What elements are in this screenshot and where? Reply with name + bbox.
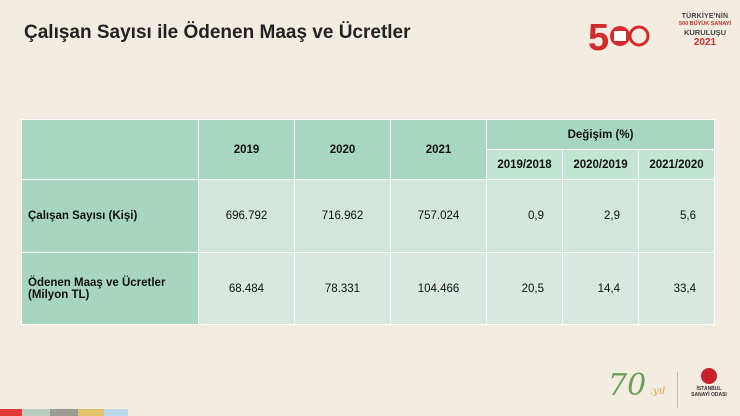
table-cell: 716.962 <box>294 179 391 253</box>
table-cell: 5,6 <box>637 179 716 253</box>
iso-logo: İSTANBUL SANAYİ ODASI <box>684 368 734 398</box>
header-empty-cell <box>21 119 199 180</box>
row-label-line-2: (Milyon TL) <box>28 288 90 301</box>
table-cell: 0,9 <box>486 179 563 253</box>
table-row: Çalışan Sayısı (Kişi) 696.792 716.962 75… <box>21 179 716 253</box>
iso-line-1: İSTANBUL <box>696 386 722 392</box>
stripe-gray <box>50 409 78 416</box>
table-cell: 757.024 <box>390 179 487 253</box>
table-cell: 20,5 <box>486 252 563 325</box>
logo-line-2: 500 BÜYÜK SANAYİ <box>678 21 732 27</box>
header-year-2020: 2020 <box>294 119 391 180</box>
table-cell: 2,9 <box>562 179 639 253</box>
row-label: Çalışan Sayısı (Kişi) <box>21 179 199 253</box>
table-cell: 78.331 <box>294 252 391 325</box>
table-cell: 14,4 <box>562 252 639 325</box>
svg-text:5: 5 <box>588 17 609 59</box>
iso-line-2: SANAYİ ODASI <box>691 392 727 398</box>
iso-badge-icon <box>701 368 717 384</box>
row-label: Ödenen Maaş ve Ücretler (Milyon TL) <box>21 252 199 325</box>
header-year-2021: 2021 <box>390 119 487 180</box>
row-label-line-1: Ödenen Maaş ve Ücretler <box>28 276 166 289</box>
logo-line-3: KURULUŞU <box>683 28 727 37</box>
page-title: Çalışan Sayısı ile Ödenen Maaş ve Ücretl… <box>24 22 411 43</box>
table-cell: 104.466 <box>390 252 487 325</box>
logo-line-1: TÜRKİYE'NİN <box>681 13 729 20</box>
header-period-2: 2020/2019 <box>562 149 639 180</box>
header-year-2019: 2019 <box>198 119 295 180</box>
stripe-yellow <box>78 409 104 416</box>
header-period-1: 2019/2018 <box>486 149 563 180</box>
stripe-red <box>0 409 22 416</box>
table-row: Ödenen Maaş ve Ücretler (Milyon TL) 68.4… <box>21 252 716 325</box>
stripe-blue <box>104 409 128 416</box>
table-cell: 33,4 <box>637 252 716 325</box>
header-change: Değişim (%) <box>485 119 716 150</box>
anniversary-suffix: .yıl <box>650 386 666 397</box>
anniversary-logo: 70 .yıl <box>608 368 665 403</box>
anniversary-number: 70 <box>608 368 647 403</box>
table-cell: 696.792 <box>198 179 295 253</box>
stripe-green <box>22 409 50 416</box>
logo-500-icon: 5 <box>588 17 650 59</box>
color-stripe <box>0 409 128 416</box>
table-cell: 68.484 <box>198 252 295 325</box>
header-period-3: 2021/2020 <box>637 149 716 180</box>
data-table: 2019 2020 2021 Değişim (%) 2019/2018 202… <box>21 119 716 325</box>
logo-500-text: TÜRKİYE'NİN 500 BÜYÜK SANAYİ KURULUŞU 20… <box>674 13 736 48</box>
logo-divider <box>677 372 678 408</box>
logo-year: 2021 <box>693 37 717 48</box>
